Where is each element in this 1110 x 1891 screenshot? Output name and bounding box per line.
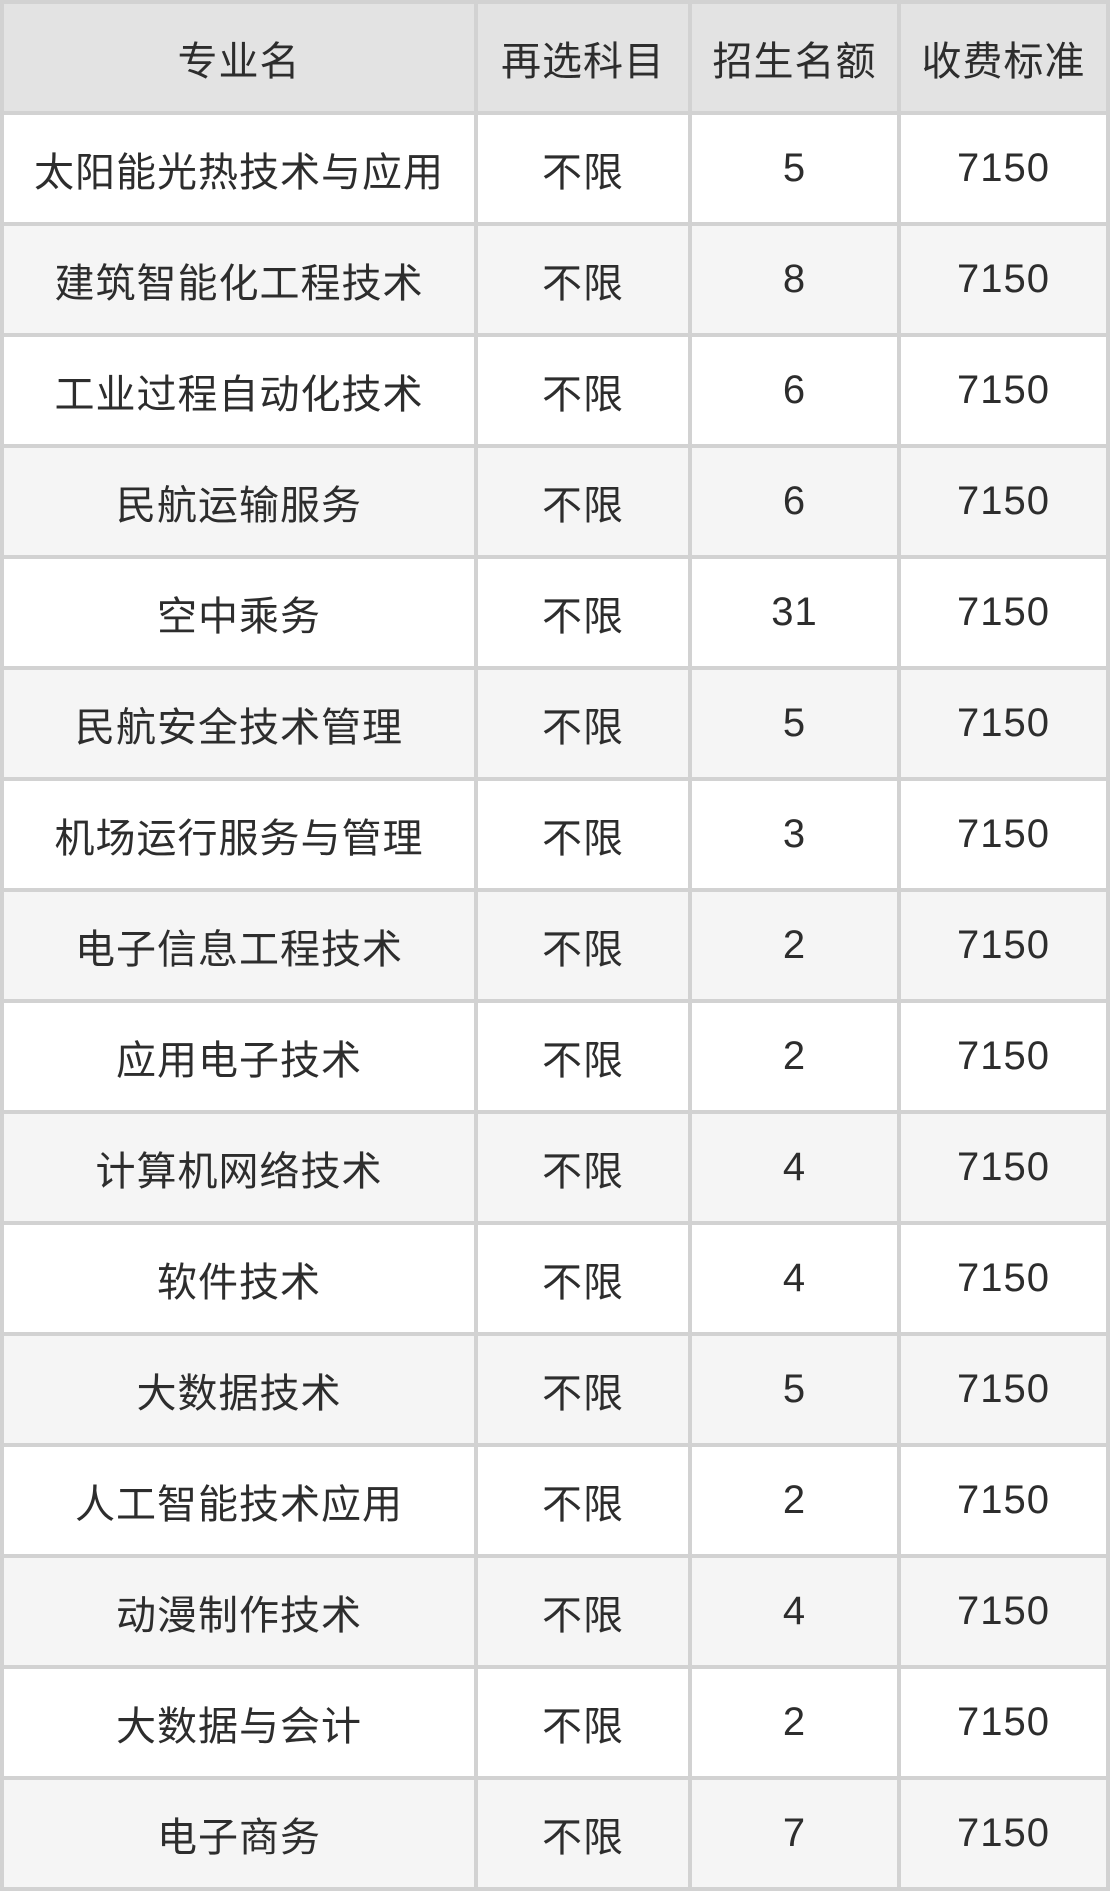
cell-subject: 不限	[478, 226, 688, 333]
column-header-quota: 招生名额	[692, 4, 897, 111]
cell-subject: 不限	[478, 781, 688, 888]
cell-subject: 不限	[478, 892, 688, 999]
cell-fee: 7150	[901, 448, 1106, 555]
cell-fee: 7150	[901, 337, 1106, 444]
cell-subject: 不限	[478, 1336, 688, 1443]
cell-major: 电子商务	[4, 1780, 474, 1887]
cell-quota: 31	[692, 559, 897, 666]
table-row: 民航运输服务 不限 6 7150	[4, 448, 1106, 555]
cell-major: 电子信息工程技术	[4, 892, 474, 999]
table-row: 机场运行服务与管理 不限 3 7150	[4, 781, 1106, 888]
cell-major: 大数据技术	[4, 1336, 474, 1443]
table-row: 大数据与会计 不限 2 7150	[4, 1669, 1106, 1776]
cell-quota: 2	[692, 892, 897, 999]
cell-fee: 7150	[901, 115, 1106, 222]
cell-major: 计算机网络技术	[4, 1114, 474, 1221]
cell-major: 空中乘务	[4, 559, 474, 666]
cell-fee: 7150	[901, 1447, 1106, 1554]
cell-fee: 7150	[901, 781, 1106, 888]
column-header-major: 专业名	[4, 4, 474, 111]
cell-fee: 7150	[901, 1336, 1106, 1443]
cell-quota: 3	[692, 781, 897, 888]
cell-subject: 不限	[478, 337, 688, 444]
cell-fee: 7150	[901, 1003, 1106, 1110]
cell-major: 大数据与会计	[4, 1669, 474, 1776]
cell-quota: 5	[692, 1336, 897, 1443]
cell-fee: 7150	[901, 1669, 1106, 1776]
cell-subject: 不限	[478, 1003, 688, 1110]
cell-major: 工业过程自动化技术	[4, 337, 474, 444]
table-row: 大数据技术 不限 5 7150	[4, 1336, 1106, 1443]
table-row: 空中乘务 不限 31 7150	[4, 559, 1106, 666]
cell-quota: 4	[692, 1558, 897, 1665]
cell-quota: 2	[692, 1669, 897, 1776]
cell-quota: 4	[692, 1225, 897, 1332]
cell-major: 动漫制作技术	[4, 1558, 474, 1665]
table-row: 人工智能技术应用 不限 2 7150	[4, 1447, 1106, 1554]
table-header: 专业名 再选科目 招生名额 收费标准	[4, 4, 1106, 111]
table-row: 工业过程自动化技术 不限 6 7150	[4, 337, 1106, 444]
cell-subject: 不限	[478, 559, 688, 666]
cell-quota: 7	[692, 1780, 897, 1887]
cell-subject: 不限	[478, 1114, 688, 1221]
table-row: 软件技术 不限 4 7150	[4, 1225, 1106, 1332]
cell-major: 太阳能光热技术与应用	[4, 115, 474, 222]
cell-quota: 8	[692, 226, 897, 333]
table-row: 应用电子技术 不限 2 7150	[4, 1003, 1106, 1110]
table-row: 计算机网络技术 不限 4 7150	[4, 1114, 1106, 1221]
cell-fee: 7150	[901, 226, 1106, 333]
cell-major: 民航运输服务	[4, 448, 474, 555]
cell-fee: 7150	[901, 1780, 1106, 1887]
cell-fee: 7150	[901, 1558, 1106, 1665]
cell-subject: 不限	[478, 1225, 688, 1332]
column-header-fee: 收费标准	[901, 4, 1106, 111]
table-row: 动漫制作技术 不限 4 7150	[4, 1558, 1106, 1665]
table-body: 太阳能光热技术与应用 不限 5 7150 建筑智能化工程技术 不限 8 7150 工业过程自动化…	[4, 115, 1106, 1887]
cell-subject: 不限	[478, 1669, 688, 1776]
cell-major: 人工智能技术应用	[4, 1447, 474, 1554]
cell-major: 软件技术	[4, 1225, 474, 1332]
cell-major: 建筑智能化工程技术	[4, 226, 474, 333]
column-header-subject: 再选科目	[478, 4, 688, 111]
cell-fee: 7150	[901, 1225, 1106, 1332]
cell-subject: 不限	[478, 448, 688, 555]
cell-quota: 2	[692, 1003, 897, 1110]
cell-subject: 不限	[478, 670, 688, 777]
table-row: 太阳能光热技术与应用 不限 5 7150	[4, 115, 1106, 222]
table-row: 建筑智能化工程技术 不限 8 7150	[4, 226, 1106, 333]
cell-quota: 6	[692, 448, 897, 555]
cell-fee: 7150	[901, 892, 1106, 999]
cell-fee: 7150	[901, 1114, 1106, 1221]
cell-fee: 7150	[901, 670, 1106, 777]
cell-subject: 不限	[478, 1447, 688, 1554]
table-row: 电子信息工程技术 不限 2 7150	[4, 892, 1106, 999]
cell-subject: 不限	[478, 1780, 688, 1887]
cell-quota: 4	[692, 1114, 897, 1221]
table-row: 民航安全技术管理 不限 5 7150	[4, 670, 1106, 777]
cell-quota: 5	[692, 670, 897, 777]
cell-quota: 5	[692, 115, 897, 222]
cell-major: 民航安全技术管理	[4, 670, 474, 777]
cell-major: 机场运行服务与管理	[4, 781, 474, 888]
header-row: 专业名 再选科目 招生名额 收费标准	[4, 4, 1106, 111]
table-row: 电子商务 不限 7 7150	[4, 1780, 1106, 1887]
cell-fee: 7150	[901, 559, 1106, 666]
cell-quota: 6	[692, 337, 897, 444]
cell-subject: 不限	[478, 115, 688, 222]
cell-subject: 不限	[478, 1558, 688, 1665]
cell-major: 应用电子技术	[4, 1003, 474, 1110]
cell-quota: 2	[692, 1447, 897, 1554]
